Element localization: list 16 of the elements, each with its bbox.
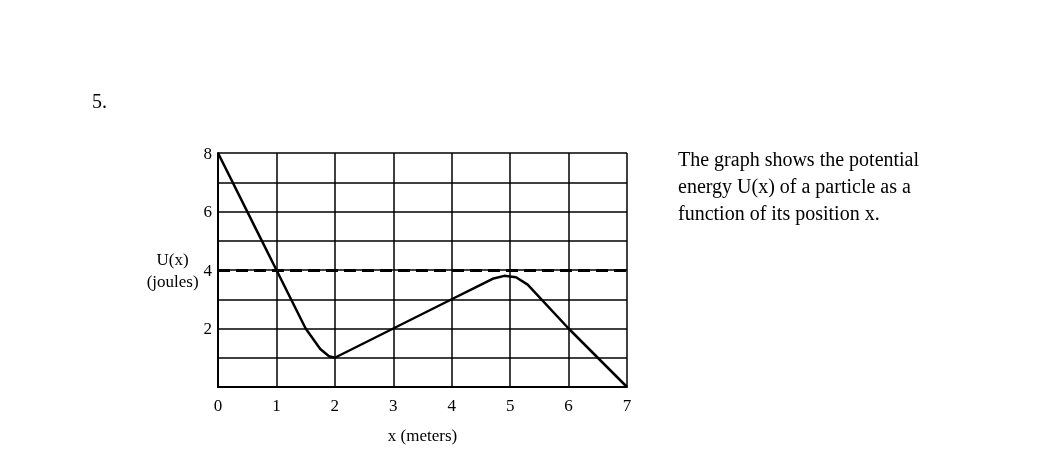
text: 5. [92,90,107,113]
x-tick-label: 6 [564,396,573,415]
x-tick-label: 5 [505,396,515,415]
x-tick-label: 0 [213,396,223,415]
x-tick-label: 7 [622,396,632,415]
x-tick-label: 2 [330,396,340,415]
x-tick-label: 1 [272,396,281,415]
x-tick-label: 3 [389,396,398,415]
x-axis-title: x (meters) [387,426,458,445]
y-tick-label: 8 [203,143,212,163]
x-tick-label: 4 [447,396,457,415]
y-tick-label: 6 [203,202,212,221]
y-tick-label: 2 [203,319,212,338]
y-axis-title: U(x) (joules) [146,249,199,291]
text: The graph shows the potential energy U(x) of a particle as a function of its position x. [678,147,921,227]
y-tick-label: 4 [203,260,213,280]
